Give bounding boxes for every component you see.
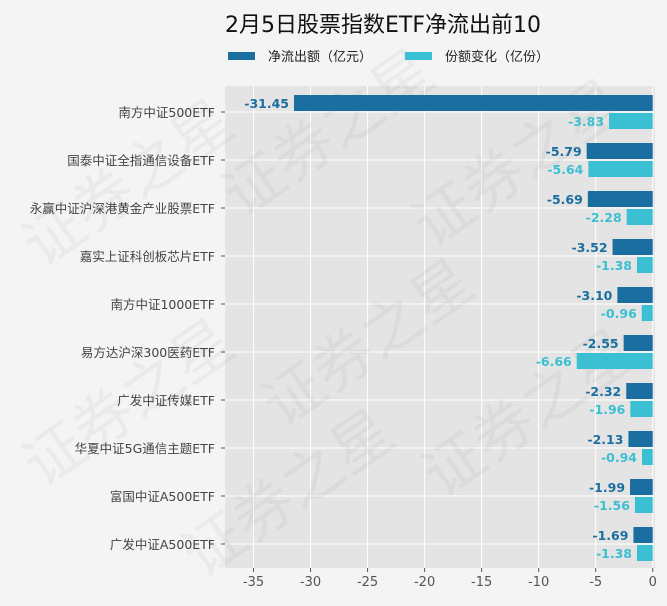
data-label: -1.56	[594, 498, 630, 513]
data-label: -2.28	[586, 210, 622, 225]
data-label: -5.64	[547, 162, 583, 177]
category-label: 南方中证1000ETF	[110, 297, 215, 312]
bar-net-outflow	[294, 95, 653, 111]
legend-swatch	[228, 52, 255, 60]
data-label: -3.52	[572, 240, 608, 255]
bar-share-change	[641, 449, 653, 465]
category-label: 华夏中证5G通信主题ETF	[75, 441, 215, 456]
category-label: 易方达沪深300医药ETF	[81, 345, 215, 360]
bar-share-change	[576, 353, 653, 369]
data-label: -5.69	[547, 192, 583, 207]
x-tick-label: -30	[300, 575, 321, 590]
bar-net-outflow	[626, 383, 653, 399]
bar-net-outflow	[630, 479, 653, 495]
data-label: -2.55	[583, 336, 619, 351]
x-tick-label: -15	[471, 575, 492, 590]
data-label: -1.69	[592, 528, 628, 543]
data-label: -6.66	[536, 354, 572, 369]
bar-net-outflow	[617, 287, 653, 303]
legend-label: 份额变化（亿份）	[445, 49, 549, 65]
x-tick-label: -10	[528, 575, 549, 590]
x-tick-label: -25	[357, 575, 378, 590]
bar-net-outflow	[587, 191, 653, 207]
bar-net-outflow	[623, 335, 653, 351]
bar-share-change	[636, 545, 653, 561]
data-label: -1.96	[589, 402, 625, 417]
data-label: -3.10	[576, 288, 612, 303]
data-label: -1.38	[596, 258, 632, 273]
legend-label: 净流出额（亿元）	[268, 50, 372, 65]
x-tick-label: -20	[414, 575, 435, 590]
data-label: -1.38	[596, 546, 632, 561]
bar-share-change	[626, 209, 653, 225]
bar-share-change	[609, 113, 653, 129]
category-label: 国泰中证全指通信设备ETF	[67, 153, 215, 168]
chart-title: 2月5日股票指数ETF净流出前10	[225, 13, 541, 38]
data-label: -1.99	[589, 480, 625, 495]
bar-share-change	[636, 257, 653, 273]
bar-share-change	[630, 401, 653, 417]
data-label: -5.79	[546, 144, 582, 159]
data-label: -31.45	[244, 96, 289, 111]
category-label: 广发中证传媒ETF	[117, 393, 215, 408]
x-tick-label: 0	[649, 575, 657, 590]
category-label: 广发中证A500ETF	[110, 537, 215, 552]
bar-share-change	[641, 305, 653, 321]
plot-area	[225, 86, 655, 568]
bar-net-outflow	[633, 527, 653, 543]
data-label: -2.13	[587, 432, 623, 447]
category-label: 富国中证A500ETF	[110, 489, 215, 504]
bar-share-change	[634, 497, 653, 513]
x-tick-label: -5	[589, 575, 602, 590]
category-label: 永赢中证沪深港黄金产业股票ETF	[30, 201, 215, 216]
bar-share-change	[588, 161, 653, 177]
category-label: 南方中证500ETF	[118, 105, 215, 120]
data-label: -0.94	[601, 450, 637, 465]
x-tick-label: -35	[243, 575, 264, 590]
bar-net-outflow	[586, 143, 653, 159]
bar-net-outflow	[628, 431, 653, 447]
data-label: -3.83	[568, 114, 604, 129]
category-label: 嘉实上证科创板芯片ETF	[80, 249, 215, 264]
data-label: -0.96	[601, 306, 637, 321]
legend-swatch	[405, 52, 432, 60]
data-label: -2.32	[585, 384, 621, 399]
bar-net-outflow	[612, 239, 653, 255]
